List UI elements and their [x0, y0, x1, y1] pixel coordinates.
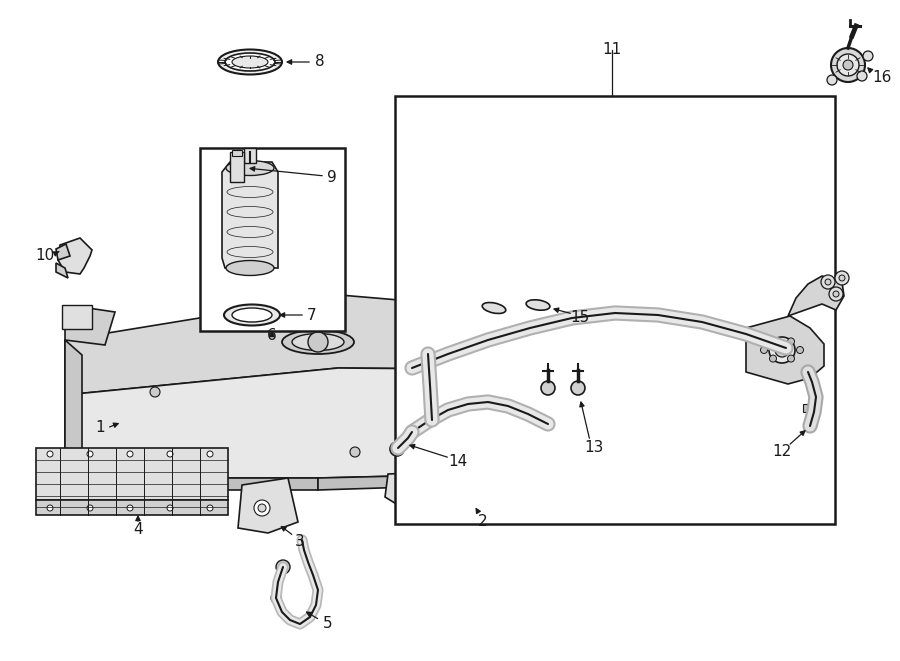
Text: 8: 8	[315, 54, 325, 69]
Ellipse shape	[218, 50, 282, 75]
Circle shape	[254, 500, 270, 516]
Polygon shape	[788, 276, 844, 316]
Circle shape	[150, 387, 160, 397]
Polygon shape	[58, 238, 92, 274]
Circle shape	[788, 338, 795, 345]
Polygon shape	[56, 244, 70, 260]
Bar	[232, 150, 242, 156]
Polygon shape	[65, 308, 115, 345]
Polygon shape	[318, 472, 568, 490]
Circle shape	[769, 337, 795, 363]
Circle shape	[160, 455, 170, 465]
Text: 3: 3	[295, 535, 305, 549]
Text: 9: 9	[327, 171, 337, 186]
Circle shape	[450, 443, 460, 453]
Bar	[244, 148, 256, 163]
Circle shape	[770, 338, 777, 345]
Text: 5: 5	[323, 617, 333, 631]
Polygon shape	[65, 340, 82, 488]
Circle shape	[127, 505, 133, 511]
Ellipse shape	[292, 334, 344, 350]
Text: 15: 15	[571, 311, 590, 325]
Bar	[803, 404, 817, 412]
Polygon shape	[746, 316, 824, 384]
Circle shape	[835, 271, 849, 285]
Circle shape	[195, 450, 205, 460]
Polygon shape	[65, 368, 575, 478]
Text: 14: 14	[448, 455, 468, 469]
Polygon shape	[65, 295, 575, 395]
Circle shape	[258, 504, 266, 512]
Circle shape	[167, 451, 173, 457]
Ellipse shape	[226, 161, 274, 176]
Circle shape	[833, 291, 839, 297]
Bar	[395, 96, 835, 524]
Text: 1: 1	[95, 420, 104, 436]
Circle shape	[207, 451, 213, 457]
Circle shape	[271, 593, 281, 603]
Text: 2: 2	[478, 514, 488, 529]
Circle shape	[47, 505, 53, 511]
Circle shape	[788, 355, 795, 362]
Circle shape	[276, 560, 290, 574]
Circle shape	[775, 343, 789, 357]
Circle shape	[350, 447, 360, 457]
Circle shape	[87, 505, 93, 511]
Circle shape	[463, 481, 473, 491]
Circle shape	[837, 54, 859, 76]
Circle shape	[308, 332, 328, 352]
Polygon shape	[36, 448, 228, 500]
Circle shape	[760, 346, 768, 354]
Text: 12: 12	[772, 444, 792, 459]
Polygon shape	[222, 162, 278, 268]
Circle shape	[821, 275, 835, 289]
Circle shape	[393, 445, 401, 453]
Circle shape	[407, 481, 417, 491]
Ellipse shape	[482, 303, 506, 313]
Text: 10: 10	[35, 247, 55, 262]
Circle shape	[829, 287, 843, 301]
Polygon shape	[56, 263, 68, 278]
Circle shape	[571, 381, 585, 395]
Ellipse shape	[224, 305, 280, 325]
Circle shape	[825, 279, 831, 285]
Circle shape	[425, 355, 435, 365]
Bar	[62, 305, 92, 329]
Circle shape	[390, 442, 404, 456]
Circle shape	[770, 355, 777, 362]
Text: 16: 16	[872, 71, 892, 85]
Circle shape	[857, 71, 867, 81]
Circle shape	[831, 48, 865, 82]
Bar	[230, 152, 244, 182]
Circle shape	[541, 381, 555, 395]
Circle shape	[863, 51, 873, 61]
Circle shape	[207, 505, 213, 511]
Ellipse shape	[232, 308, 272, 322]
Polygon shape	[385, 467, 565, 505]
Ellipse shape	[232, 56, 268, 68]
Text: 4: 4	[133, 522, 143, 537]
Polygon shape	[238, 478, 298, 533]
Circle shape	[167, 505, 173, 511]
Circle shape	[47, 451, 53, 457]
Circle shape	[839, 275, 845, 281]
Ellipse shape	[526, 300, 550, 310]
Text: 7: 7	[307, 307, 317, 323]
Bar	[200, 148, 345, 331]
Ellipse shape	[225, 53, 275, 71]
Polygon shape	[36, 500, 228, 515]
Text: 11: 11	[602, 42, 622, 58]
Circle shape	[796, 346, 804, 354]
Circle shape	[127, 451, 133, 457]
Text: 13: 13	[584, 440, 604, 455]
Circle shape	[827, 75, 837, 85]
Text: 6: 6	[267, 327, 277, 342]
Circle shape	[525, 481, 535, 491]
Ellipse shape	[282, 330, 354, 354]
Circle shape	[843, 60, 853, 70]
Ellipse shape	[226, 260, 274, 276]
Circle shape	[87, 451, 93, 457]
Polygon shape	[65, 478, 318, 490]
